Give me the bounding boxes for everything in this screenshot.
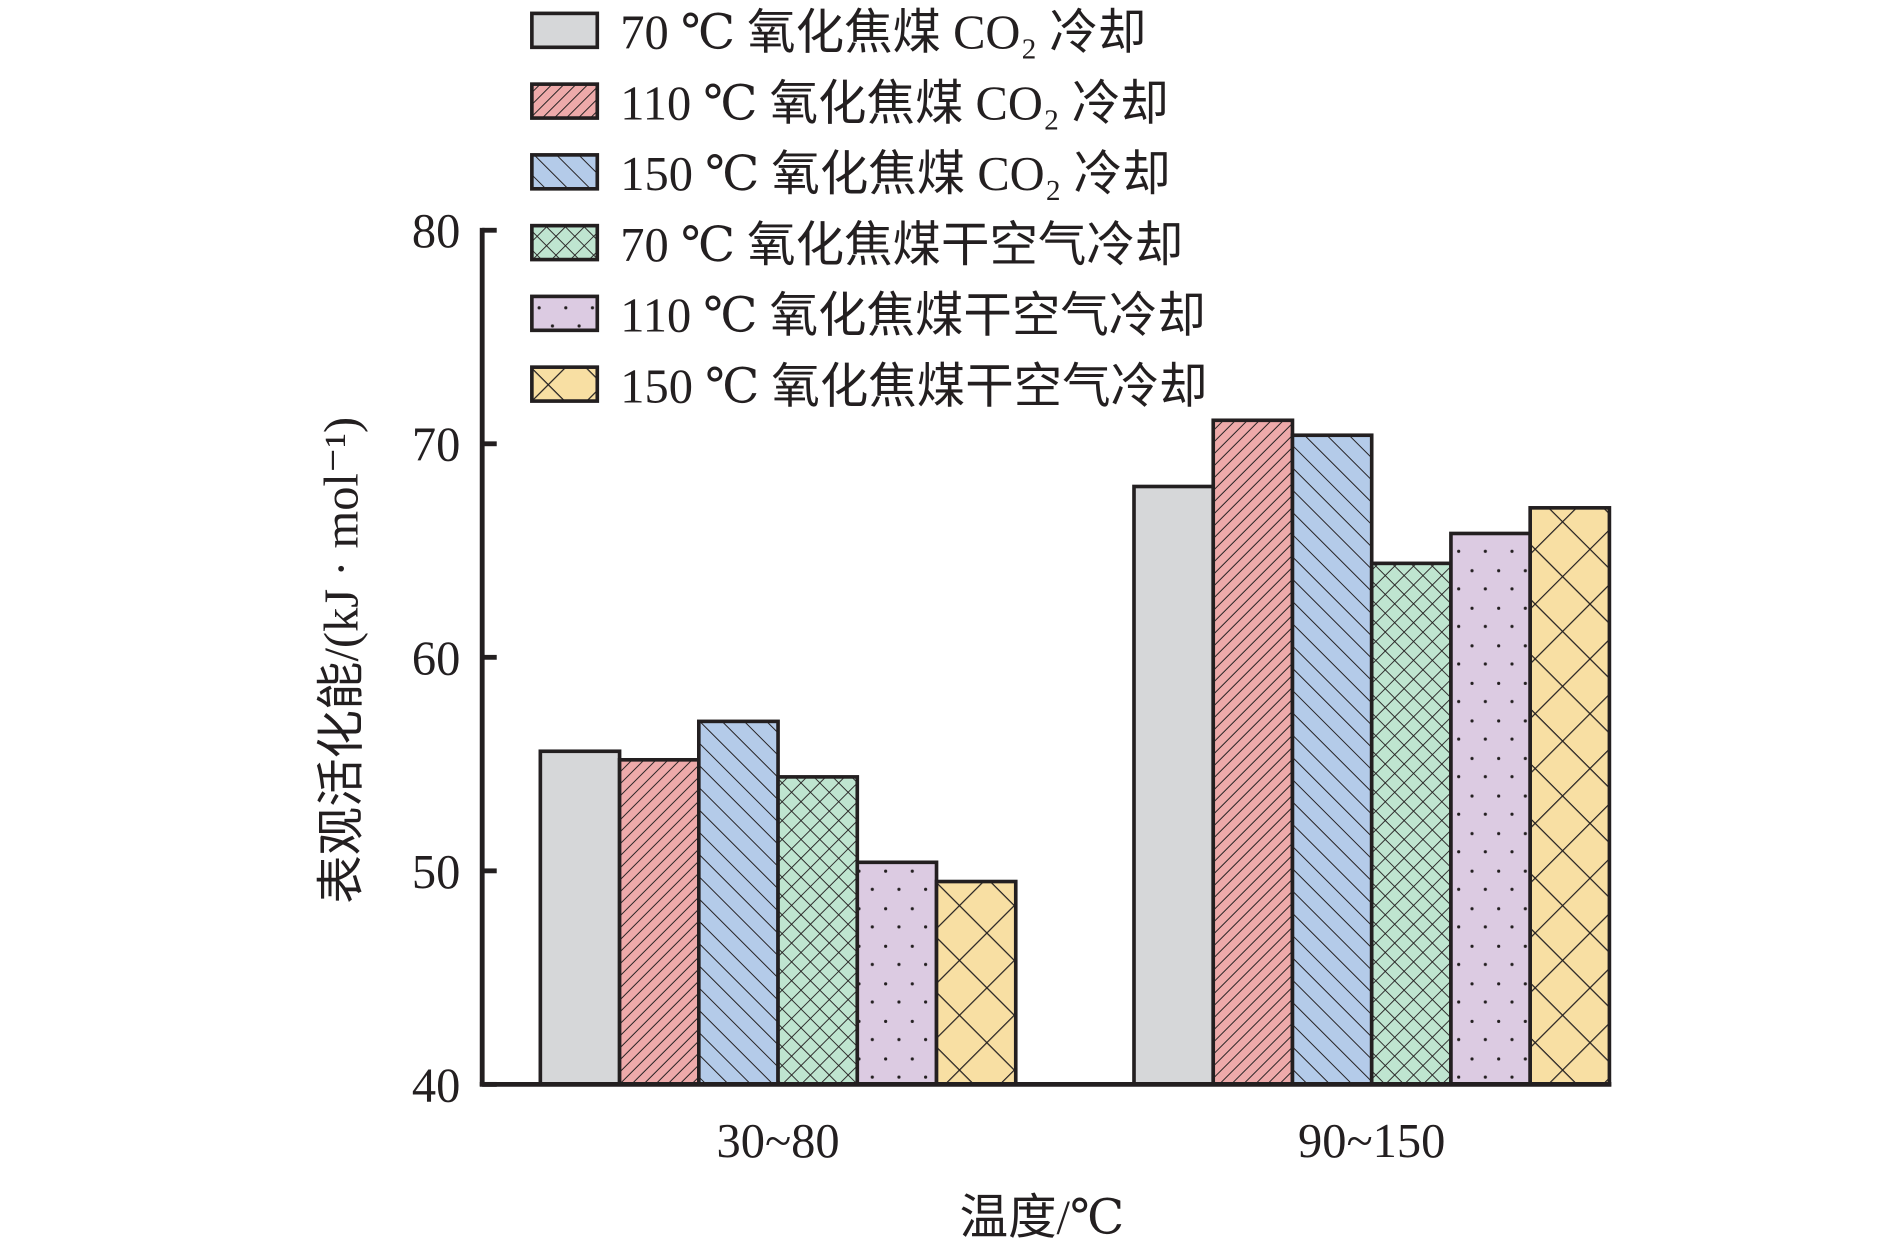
x-tick-label: 90~150 [1298, 1115, 1445, 1168]
legend-item: 150 ℃ 氧化焦煤干空气冷却 [530, 360, 1207, 413]
bar [540, 751, 620, 1085]
legend-label: 150 ℃ 氧化焦煤干空气冷却 [620, 360, 1207, 413]
legend-item: 70 ℃ 氧化焦煤干空气冷却 [530, 219, 1183, 272]
legend: 70 ℃ 氧化焦煤 CO₂ 冷却 110 ℃ 氧化焦煤 CO₂ 冷却 150 ℃ 氧… [530, 7, 1207, 413]
legend-item: 150 ℃ 氧化焦煤 CO₂ 冷却 [530, 148, 1171, 201]
bar-pattern [619, 759, 699, 1085]
bar-pattern [1450, 533, 1531, 1085]
legend-swatch [531, 13, 598, 48]
bar-pattern [936, 881, 1016, 1085]
bar-pattern [698, 721, 779, 1085]
bar-pattern [857, 862, 937, 1085]
bar-pattern [1530, 507, 1610, 1085]
legend-label: 70 ℃ 氧化焦煤干空气冷却 [620, 219, 1183, 272]
legend-label: 110 ℃ 氧化焦煤干空气冷却 [620, 290, 1205, 343]
y-tick-label: 70 [412, 419, 460, 472]
x-axis-label: 温度/℃ [960, 1191, 1125, 1244]
bars-layer [538, 418, 1612, 1087]
legend-label: 70 ℃ 氧化焦煤 CO₂ 冷却 [620, 7, 1146, 60]
y-tick-label: 80 [412, 205, 460, 258]
y-tick-label: 50 [412, 846, 460, 899]
bar-pattern [1213, 420, 1293, 1085]
legend-item: 110 ℃ 氧化焦煤干空气冷却 [530, 290, 1206, 343]
bar-pattern [1292, 435, 1372, 1085]
bar [1134, 486, 1214, 1085]
x-tick-label: 30~80 [716, 1115, 839, 1168]
y-tick-label: 40 [412, 1059, 460, 1112]
y-axis-label: 表观活化能/(kJ · mol⁻¹) [315, 417, 368, 904]
y-tick-label: 60 [412, 632, 460, 685]
bar-pattern [1371, 563, 1451, 1085]
legend-label: 150 ℃ 氧化焦煤 CO₂ 冷却 [620, 148, 1170, 201]
legend-label: 110 ℃ 氧化焦煤 CO₂ 冷却 [620, 77, 1168, 130]
bar-pattern [778, 776, 858, 1085]
axes-layer: 30~80 90~150 40 50 60 70 80 [412, 205, 1612, 1168]
legend-item: 70 ℃ 氧化焦煤 CO₂ 冷却 [530, 7, 1146, 60]
legend-item: 110 ℃ 氧化焦煤 CO₂ 冷却 [530, 77, 1169, 130]
